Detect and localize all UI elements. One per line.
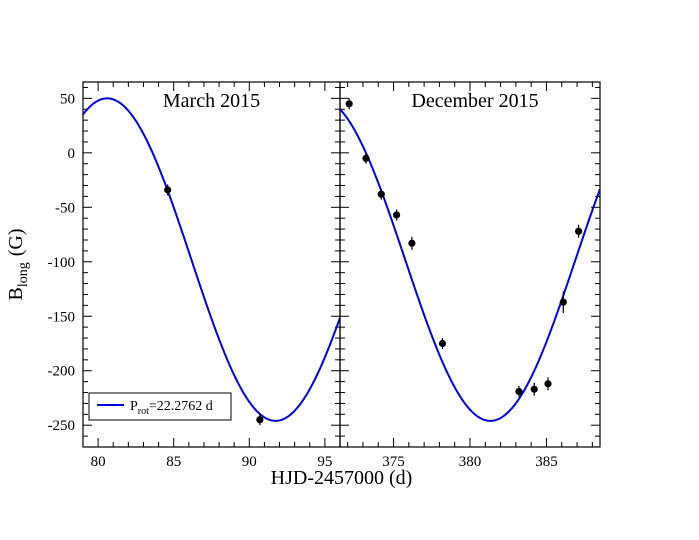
- panel-december-2015: 375 380 385 December 2015: [339, 81, 601, 470]
- x-tick-label: 385: [535, 454, 558, 470]
- y-axis-title-sub: long: [16, 262, 31, 287]
- y-tick-label: -50: [55, 200, 75, 216]
- y-tick-label: 50: [60, 91, 75, 107]
- panel-march-2015: 80 85 90 95 March 2015: [82, 81, 341, 470]
- data-point: [544, 380, 552, 388]
- plot-frame: [339, 81, 601, 448]
- x-tick-label: 95: [317, 454, 332, 470]
- data-point: [530, 385, 538, 393]
- panel-title: March 2015: [163, 90, 260, 112]
- data-point: [345, 100, 353, 108]
- data-point: [362, 154, 370, 162]
- model-curve: [83, 97, 340, 422]
- panel-title: December 2015: [411, 90, 538, 112]
- data-point: [574, 227, 583, 235]
- y-axis: 50 0 -50 -100 -150 -200 -250: [48, 91, 76, 434]
- x-tick-label: 375: [382, 454, 405, 470]
- y-tick-label: -250: [48, 418, 76, 434]
- legend-label-sub: rot: [138, 406, 149, 417]
- x-tick-label: 80: [91, 454, 106, 470]
- legend-label-value: =22.2762 d: [149, 399, 213, 414]
- y-tick-label: -100: [48, 255, 76, 271]
- data-point: [408, 239, 416, 247]
- y-axis-title-main: B: [5, 287, 27, 300]
- y-tick-label: -150: [48, 309, 76, 325]
- data-point: [515, 387, 523, 396]
- data-point: [438, 339, 447, 348]
- plot-frame: [82, 81, 341, 448]
- legend-box: [88, 392, 232, 421]
- data-point: [559, 298, 567, 306]
- x-tick-label: 85: [166, 454, 181, 470]
- legend: Prot=22.2762 d: [88, 392, 232, 421]
- data-point: [164, 186, 172, 194]
- data-point: [392, 211, 401, 219]
- legend-label-main: P: [130, 399, 138, 414]
- model-curve: [340, 108, 600, 422]
- y-axis-title: Blong (G): [5, 229, 31, 301]
- y-tick-label: -200: [48, 364, 76, 380]
- x-tick-label: 90: [242, 454, 257, 470]
- x-tick-label: 380: [459, 454, 482, 470]
- y-axis-title-unit: (G): [5, 229, 27, 257]
- legend-label: Prot=22.2762 d: [130, 399, 213, 417]
- data-point: [256, 416, 264, 424]
- data-point: [377, 190, 385, 198]
- y-tick-label: 0: [68, 146, 76, 162]
- x-axis-title: HJD-2457000 (d): [271, 467, 413, 489]
